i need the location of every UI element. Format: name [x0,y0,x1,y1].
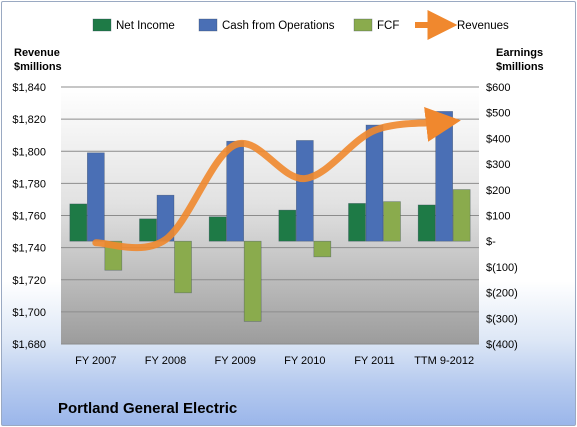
left-tick-label: $1,840 [12,82,46,94]
bar-net-income [348,203,366,242]
bar-net-income [278,209,297,242]
x-tick-label: TTM 9-2012 [414,355,474,367]
legend-item: Revenues [415,10,509,40]
right-tick-label: $100 [486,211,510,223]
legend-label: Cash from Operations [222,20,335,32]
bar-fcf [313,240,332,258]
right-tick-label: $(200) [486,288,518,300]
right-axis: $600 $500 $400 $300 $200 $100 $- $(100) $(200) $(… [486,82,518,351]
left-tick-label: $1,820 [12,114,46,126]
left-tick-label: $1,700 [12,307,46,319]
left-axis-title: Revenue [14,47,60,59]
left-tick-label: $1,740 [12,243,46,255]
legend: Net Income Cash from Operations FCF Revenue… [92,10,509,40]
left-axis-title: $millions [14,61,62,73]
right-tick-label: $300 [486,159,510,171]
left-tick-label: $1,760 [12,211,46,223]
right-tick-label: $(100) [486,262,518,274]
revenue-line-layer [92,107,461,252]
left-tick-label: $1,680 [12,339,46,351]
legend-label: Revenues [457,20,509,32]
x-tick-label: FY 2011 [354,355,395,367]
x-tick-label: FY 2009 [214,355,255,367]
bar-fcf [383,201,401,242]
right-tick-label: $400 [486,133,510,145]
company-name: Portland General Electric [58,400,238,417]
legend-swatch [92,18,112,32]
right-tick-label: $- [486,236,496,248]
bar-fcf [174,240,192,294]
revenues-line [92,107,461,252]
axis-titles: Revenue $millions Earnings $millions [14,47,544,73]
bars [69,111,471,322]
left-axis: $1,840 $1,820 $1,800 $1,780 $1,760 $1,740 $1,7… [12,82,46,351]
right-tick-label: $600 [486,82,510,94]
gridlines [61,86,479,345]
right-axis-title: $millions [496,61,544,73]
left-tick-label: $1,780 [12,178,46,190]
right-tick-label: $(300) [486,313,518,325]
bar-fcf [452,189,471,242]
bar-cash-from-operations [226,140,244,242]
legend-item: FCF [353,18,399,32]
legend-label: Net Income [116,20,175,32]
x-tick-label: FY 2010 [284,355,325,367]
bar-cash-from-operations [296,140,314,242]
bar-cash-from-operations [435,111,453,242]
legend-item: Net Income [92,18,175,32]
bar-net-income [139,218,157,242]
legend-swatch [198,18,218,32]
x-tick-label: FY 2008 [145,355,186,367]
legend-label: FCF [377,20,399,32]
left-tick-label: $1,800 [12,146,46,158]
right-tick-label: $500 [486,108,510,120]
x-tick-label: FY 2007 [75,355,116,367]
x-axis: FY 2007 FY 2008 FY 2009 FY 2010 FY 2011 TTM 9… [75,355,474,367]
bar-fcf [243,240,262,322]
left-tick-label: $1,720 [12,275,46,287]
right-axis-title: Earnings [496,47,543,59]
right-tick-label: $200 [486,185,510,197]
bar-net-income [69,203,88,242]
legend-swatch [353,18,373,32]
bar-cash-from-operations [87,152,105,242]
bar-net-income [208,216,227,242]
legend-item: Cash from Operations [198,18,335,32]
bar-net-income [417,204,436,242]
right-tick-label: $(400) [486,339,518,351]
bar-cash-from-operations [365,124,384,242]
